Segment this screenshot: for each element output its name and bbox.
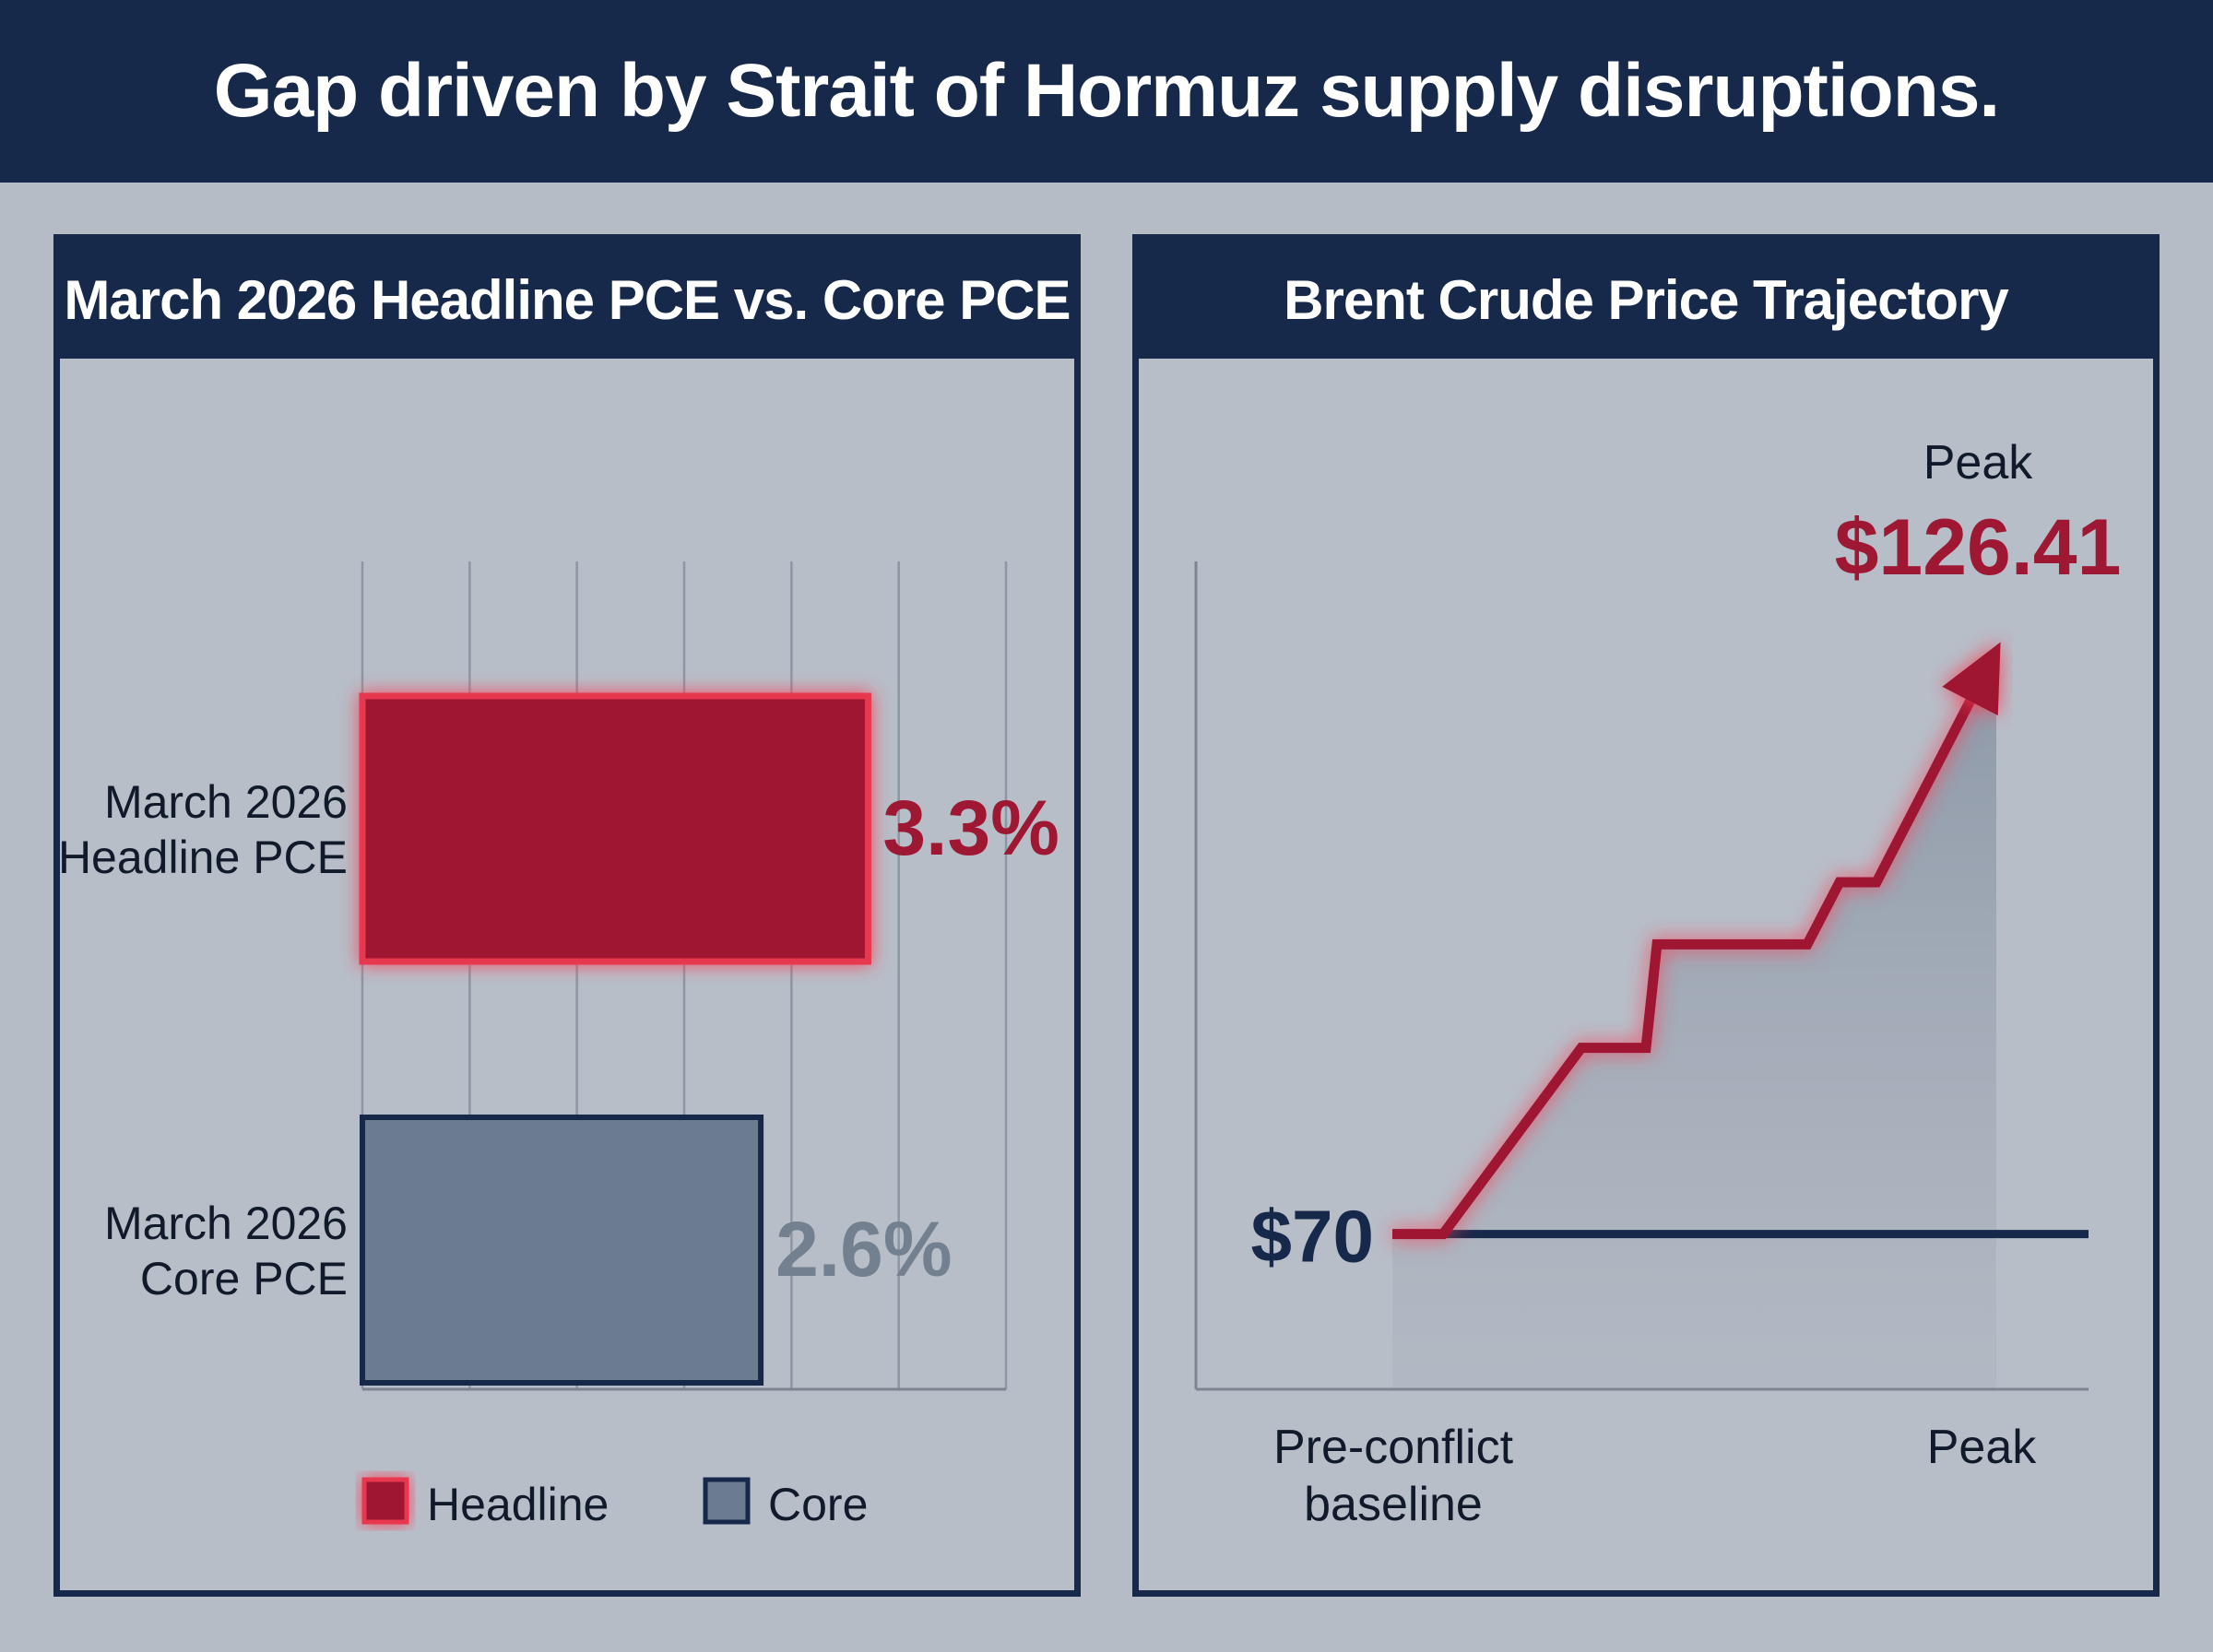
peak-arrowhead — [1942, 642, 2001, 716]
x-label-pre-conflict: Pre-conflict baseline — [1273, 1421, 1514, 1531]
legend-swatch-core — [703, 1477, 751, 1525]
brent-chart-title: Brent Crude Price Trajectory — [1139, 241, 2153, 359]
brent-price-line — [1392, 680, 1984, 1240]
legend-label-headline: Headline — [427, 1479, 609, 1530]
core-pce-category-label: March 2026 Core PCE — [104, 1198, 348, 1304]
pce-bar-chart: March 2026 Headline PCE 3.3% March 2026 Core… — [60, 561, 1059, 1530]
x-label-peak: Peak — [1927, 1421, 2038, 1474]
peak-caption: Peak — [1923, 436, 2034, 490]
legend-swatch-headline — [361, 1477, 409, 1525]
area-fill — [1392, 650, 1996, 1389]
title-banner: Gap driven by Strait of Hormuz supply di… — [0, 0, 2213, 183]
brent-panel: Brent Crude Price Trajectory $70 Peak $126… — [1132, 234, 2160, 1597]
legend-label-core: Core — [768, 1479, 868, 1530]
pce-panel: March 2026 Headline PCE vs. Core PCE Mar… — [53, 234, 1081, 1597]
baseline-value-label: $70 — [1251, 1196, 1374, 1278]
headline-pce-value-label: 3.3% — [882, 785, 1059, 871]
core-pce-value-label: 2.6% — [775, 1206, 952, 1292]
headline-pce-category-label: March 2026 Headline PCE — [60, 776, 348, 883]
page-title: Gap driven by Strait of Hormuz supply di… — [213, 49, 2000, 133]
pce-chart-title: March 2026 Headline PCE vs. Core PCE — [60, 241, 1074, 359]
brent-line-chart: $70 Peak $126.41 Pre-conflict baseline Peak — [1194, 436, 2122, 1531]
peak-value-label: $126.41 — [1835, 503, 2122, 592]
headline-pce-bar — [359, 692, 871, 965]
core-pce-bar — [360, 1115, 764, 1386]
